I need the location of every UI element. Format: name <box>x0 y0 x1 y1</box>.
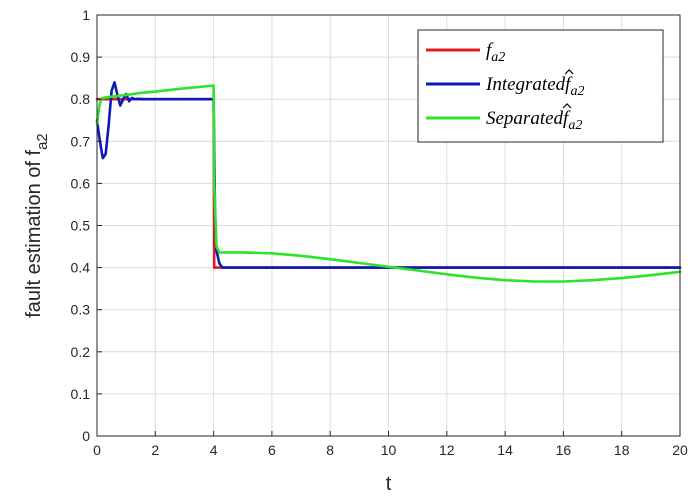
legend-label-subscript: a2 <box>568 118 582 133</box>
y-tick-label: 0.2 <box>71 344 91 360</box>
legend-label-2: Integratedfa2 <box>485 74 584 99</box>
legend-label-1: fa2 <box>486 40 505 65</box>
hat-accent <box>564 69 574 75</box>
legend-label-main: Integratedf <box>485 74 573 95</box>
x-tick-label: 10 <box>381 442 397 458</box>
x-axis-ticks: 0 2 4 6 8 10 12 14 16 18 20 <box>93 431 688 458</box>
y-tick-label: 0.9 <box>71 49 91 65</box>
y-axis-label: fault estimation of fa2 <box>23 133 51 318</box>
y-tick-label: 0.6 <box>71 175 91 191</box>
y-axis-ticks: 0 0.1 0.2 0.3 0.4 0.5 0.6 0.7 0.8 0.9 1 <box>71 7 102 444</box>
x-tick-label: 20 <box>672 442 688 458</box>
legend-label-subscript: a2 <box>570 84 584 99</box>
y-tick-label: 0.5 <box>71 218 91 234</box>
x-axis-label: t <box>386 473 392 495</box>
x-tick-label: 2 <box>151 442 159 458</box>
y-tick-label: 0.7 <box>71 133 91 149</box>
y-tick-label: 0.3 <box>71 302 91 318</box>
legend-label-subscript: a2 <box>491 50 505 65</box>
legend-label-main: f <box>486 40 494 61</box>
x-tick-label: 8 <box>326 442 334 458</box>
x-tick-label: 4 <box>210 442 218 458</box>
x-tick-label: 14 <box>497 442 513 458</box>
y-tick-label: 0.1 <box>71 386 91 402</box>
y-axis-label-main: fault estimation of f <box>23 149 45 317</box>
legend-label-main: Separatedf <box>486 108 571 129</box>
x-tick-label: 6 <box>268 442 276 458</box>
y-axis-label-text: fault estimation of fa2 <box>23 133 51 318</box>
y-tick-label: 0.8 <box>71 91 91 107</box>
y-tick-label: 1 <box>82 7 90 23</box>
hat-accent <box>562 103 572 109</box>
y-tick-label: 0 <box>82 428 90 444</box>
x-tick-label: 12 <box>439 442 455 458</box>
y-tick-label: 0.4 <box>71 260 91 276</box>
legend-label-3: Separatedfa2 <box>486 108 582 133</box>
x-tick-label: 18 <box>614 442 630 458</box>
y-axis-label-subscript: a2 <box>34 133 51 150</box>
series-line-3 <box>95 84 682 283</box>
x-tick-label: 0 <box>93 442 101 458</box>
x-tick-label: 16 <box>556 442 572 458</box>
series-layer <box>95 81 682 283</box>
